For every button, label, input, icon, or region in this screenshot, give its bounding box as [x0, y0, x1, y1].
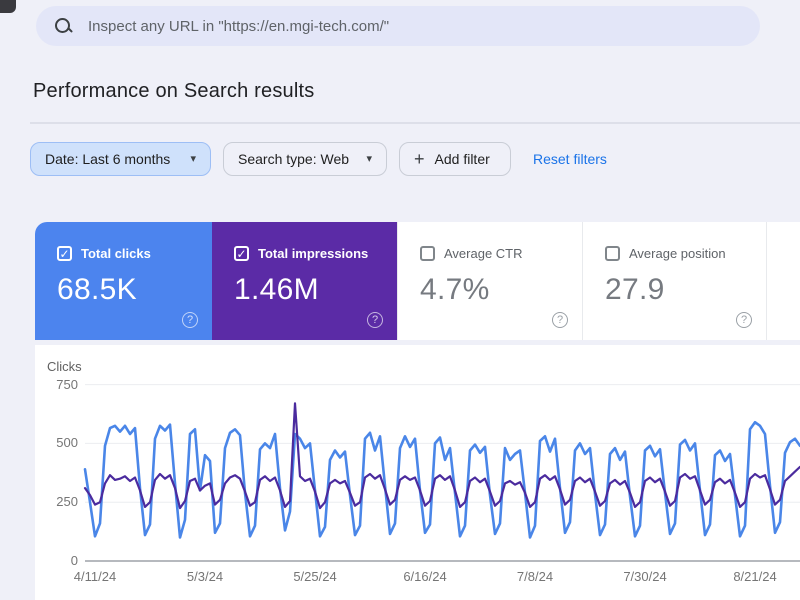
metric-label: Total clicks [81, 246, 151, 261]
header-divider [30, 122, 800, 124]
checkmark-icon: ✓ [59, 246, 70, 261]
x-tick-label: 7/30/24 [623, 569, 667, 584]
performance-chart-svg [83, 384, 800, 562]
metric-value: 27.9 [605, 273, 665, 306]
metrics-cards: ✓ Total clicks 68.5K ? ✓ Total impressio… [35, 222, 800, 340]
chevron-down-icon: ▾ [366, 152, 372, 165]
add-filter-button[interactable]: + Add filter [399, 142, 511, 176]
x-tick-label: 8/21/24 [733, 569, 777, 584]
x-tick-label: 5/25/24 [293, 569, 337, 584]
help-icon[interactable]: ? [552, 312, 568, 328]
url-inspection-bar[interactable]: Inspect any URL in "https://en.mgi-tech.… [36, 6, 760, 46]
plus-icon: + [414, 149, 425, 169]
x-tick-label: 4/11/24 [73, 569, 117, 584]
metric-value: 4.7% [420, 273, 490, 306]
metric-label: Average CTR [444, 246, 523, 261]
metric-value: 68.5K [57, 273, 137, 306]
y-tick-label: 500 [56, 435, 78, 451]
metric-card-total-impressions[interactable]: ✓ Total impressions 1.46M ? [212, 222, 397, 340]
window-corner-artifact [0, 0, 16, 13]
y-tick-label: 250 [56, 494, 78, 510]
impressions-line [83, 402, 800, 510]
filter-bar: Date: Last 6 months ▾ Search type: Web ▾… [30, 142, 607, 176]
average-position-checkbox[interactable] [605, 246, 620, 261]
y-axis-title: Clicks [47, 359, 82, 374]
reset-filters-link[interactable]: Reset filters [533, 151, 607, 167]
date-filter-label: Date: Last 6 months [45, 151, 171, 167]
x-tick-label: 6/16/24 [403, 569, 447, 584]
y-tick-label: 0 [70, 553, 78, 568]
y-tick-label: 750 [56, 376, 78, 392]
search-icon [54, 17, 72, 35]
average-ctr-checkbox[interactable] [420, 246, 435, 261]
checkmark-icon: ✓ [236, 246, 247, 261]
x-tick-label: 5/3/24 [186, 569, 224, 584]
help-icon[interactable]: ? [182, 312, 198, 328]
add-filter-label: Add filter [434, 151, 490, 167]
metric-label: Average position [629, 246, 726, 261]
chevron-down-icon: ▾ [190, 152, 196, 165]
metric-value: 1.46M [234, 273, 319, 306]
metric-card-total-clicks[interactable]: ✓ Total clicks 68.5K ? [35, 222, 212, 340]
url-inspection-placeholder: Inspect any URL in "https://en.mgi-tech.… [88, 17, 390, 35]
search-type-filter-chip[interactable]: Search type: Web ▾ [223, 142, 387, 176]
total-clicks-checkbox[interactable]: ✓ [57, 246, 72, 261]
page-title: Performance on Search results [33, 80, 315, 102]
chart-card: Clicks 0 250 500 750 4/11/24 5/3/24 5/25/24 6/… [35, 345, 800, 600]
metric-label: Total impressions [258, 246, 369, 261]
date-filter-chip[interactable]: Date: Last 6 months ▾ [30, 142, 211, 176]
x-tick-label: 7/8/24 [516, 569, 554, 584]
search-type-label: Search type: Web [238, 151, 350, 167]
clicks-line [83, 420, 800, 539]
metric-card-average-position[interactable]: Average position 27.9 ? [582, 222, 767, 340]
help-icon[interactable]: ? [736, 312, 752, 328]
help-icon[interactable]: ? [367, 312, 383, 328]
total-impressions-checkbox[interactable]: ✓ [234, 246, 249, 261]
metric-card-average-ctr[interactable]: Average CTR 4.7% ? [397, 222, 582, 340]
